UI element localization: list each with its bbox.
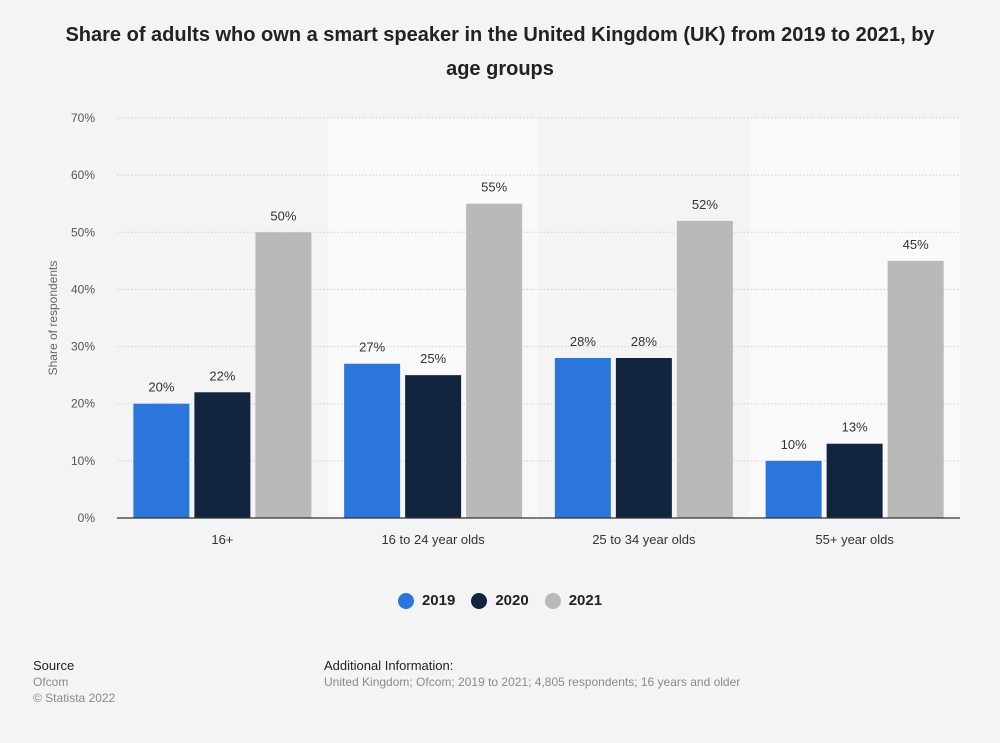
legend-swatch-2019 [397,592,414,609]
legend-label-2021: 2021 [568,592,603,609]
y-tick-label: 50% [71,225,95,239]
bar [255,232,312,519]
bar [676,220,733,518]
data-label: 25% [420,351,446,366]
data-label: 22% [209,368,235,383]
bar [826,443,883,518]
source-block: Source Ofcom © Statista 2022 [33,658,115,706]
y-tick-label: 0% [78,511,96,525]
y-tick-label: 10% [71,454,95,468]
x-tick-label: 16 to 24 year olds [381,532,485,547]
bar [133,403,190,518]
data-label: 52% [692,197,718,212]
bar [194,392,251,518]
data-label: 50% [270,208,296,223]
data-label: 13% [842,420,868,435]
additional-info-block[interactable]: Additional Information: United Kingdom; … [324,658,740,690]
data-label: 10% [781,437,807,452]
y-axis-title: Share of respondents [46,261,60,376]
legend-label-2019: 2019 [421,592,456,609]
data-label: 28% [570,334,596,349]
legend-item-2021[interactable]: 2021 [544,592,603,609]
additional-info-heading[interactable]: Additional Information: [324,658,454,673]
bar [615,358,672,518]
chart-title: Share of adults who own a smart speaker … [65,24,935,80]
bar [466,203,523,518]
x-tick-label: 55+ year olds [815,532,894,547]
source-name: Ofcom [33,675,69,689]
data-label: 20% [148,380,174,395]
y-tick-label: 60% [71,168,95,182]
bar-chart: 0% 10% 20% 30% 40% 50% 60% 70% Share of responde… [46,111,960,547]
y-tick-label: 30% [71,340,95,354]
data-label: 28% [631,334,657,349]
bar [405,375,462,518]
chart-legend: 2019 2020 2021 [0,592,1000,609]
y-tick-label: 70% [71,111,95,125]
legend-label-2020: 2020 [495,592,529,609]
source-heading: Source [33,658,75,673]
legend-item-2019[interactable]: 2019 [397,592,456,609]
legend-item-2020[interactable]: 2020 [471,592,529,609]
legend-swatch-2020 [471,592,488,609]
y-tick-label: 20% [71,397,95,411]
x-tick-label: 16+ [211,532,233,547]
bar [765,460,822,518]
legend-swatch-2021 [544,592,561,609]
additional-info-text: United Kingdom; Ofcom; 2019 to 2021; 4,8… [324,675,741,689]
x-tick-label: 25 to 34 year olds [592,532,696,547]
data-label: 45% [903,237,929,252]
bar [344,363,401,518]
copyright-text: © Statista 2022 [33,691,116,705]
bar [887,260,944,518]
bar [554,358,611,518]
data-label: 27% [359,340,385,355]
y-tick-label: 40% [71,282,95,296]
data-label: 55% [481,180,507,195]
